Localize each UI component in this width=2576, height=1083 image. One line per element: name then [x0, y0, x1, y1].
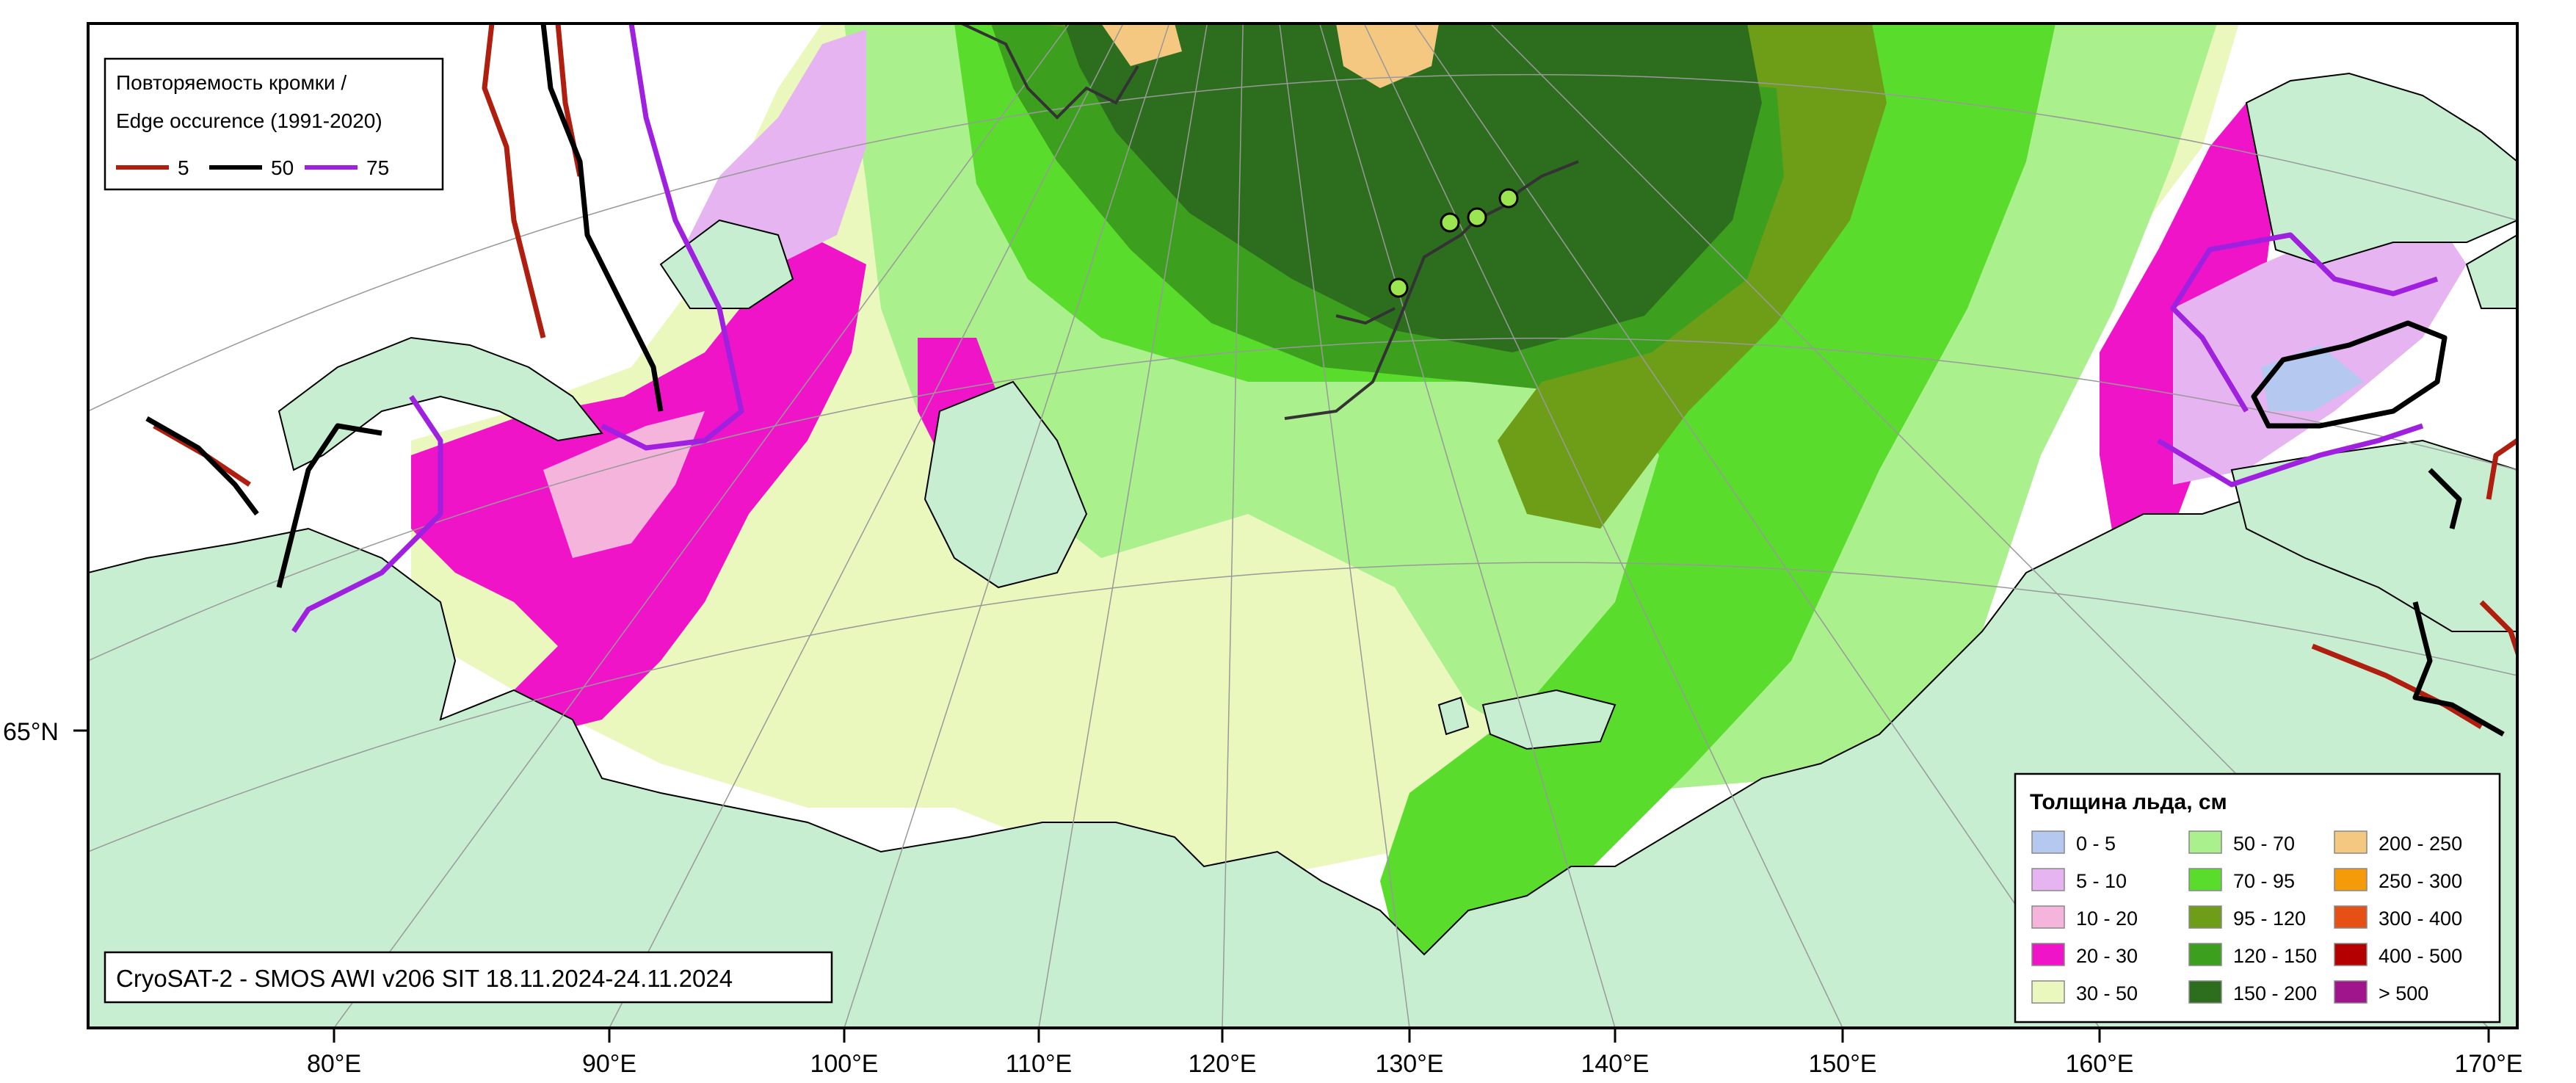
buoy-marker: [1498, 188, 1519, 209]
thickness-legend-swatch: [2031, 830, 2065, 854]
lon-label: 170°E: [2454, 1050, 2522, 1078]
thickness-legend-label: 250 - 300: [2379, 870, 2462, 892]
latitude-axis: 65°N: [3, 718, 88, 746]
ice-zone-95-120: [1028, 23, 1887, 529]
land-siberia: [88, 498, 2517, 1028]
source-label: CryoSAT-2 - SMOS AWI v206 SIT 18.11.2024…: [116, 965, 733, 992]
thickness-legend-label: > 500: [2379, 982, 2428, 1004]
thickness-legend-swatch: [2031, 943, 2065, 966]
thickness-legend-swatch: [2031, 868, 2065, 891]
thickness-legend-label: 300 - 400: [2379, 908, 2462, 930]
longitude-axis: 80°E 90°E 100°E 110°E 120°E 130°E 140°E 150°E 16…: [307, 1028, 2523, 1078]
edge-legend-label: 50: [271, 156, 294, 179]
buoy-markers: [1388, 188, 1519, 298]
thickness-legend-label: 10 - 20: [2076, 908, 2138, 930]
land-wrangel: [2465, 233, 2517, 309]
lon-label: 150°E: [1808, 1050, 1876, 1078]
thickness-legend-swatch: [2334, 868, 2368, 891]
land-alaska-north: [2245, 72, 2517, 266]
buoy-marker: [1440, 212, 1460, 233]
buoy-marker: [1467, 207, 1487, 228]
lon-label: 130°E: [1375, 1050, 1443, 1078]
edge-line-50-west: [145, 23, 664, 588]
lon-label: 80°E: [307, 1050, 361, 1078]
graticule: [88, 23, 2517, 1028]
thickness-legend: Толщина льда, см 0 - 5 5 - 10 10 - 20 20 - …: [2014, 772, 2501, 1024]
thickness-legend-swatch: [2334, 905, 2368, 929]
thickness-legend-swatch: [2334, 980, 2368, 1004]
lon-label: 160°E: [2065, 1050, 2133, 1078]
lon-label: 140°E: [1581, 1050, 1649, 1078]
land-taymyr: [924, 380, 1088, 589]
land-severnaya-zemlya: [659, 219, 794, 309]
edge-line-75-east: [2157, 232, 2439, 488]
ice-zone-0-5-east: [2261, 345, 2364, 411]
edge-line-50-east: [2251, 320, 2505, 737]
thickness-legend-label: 50 - 70: [2233, 833, 2295, 855]
thickness-legend-swatch: [2031, 980, 2065, 1004]
edge-legend-label: 5: [178, 156, 189, 179]
thickness-legend-title: Толщина льда, см: [2030, 790, 2227, 814]
thickness-legend-swatch: [2188, 905, 2222, 929]
thickness-legend-label: 30 - 50: [2076, 982, 2138, 1004]
edge-legend-title-line1: Повторяемость кромки /: [116, 71, 347, 94]
edge-lines: [145, 23, 2517, 737]
lon-label: 120°E: [1188, 1050, 1256, 1078]
thickness-legend-swatch: [2334, 830, 2368, 854]
thickness-legend-label: 200 - 250: [2379, 833, 2462, 855]
thickness-legend-label: 120 - 150: [2233, 945, 2317, 967]
land-new-siberian-islands: [1437, 689, 1617, 750]
thickness-legend-swatch: [2188, 830, 2222, 854]
lon-label: 110°E: [1006, 1050, 1072, 1078]
lat-label-65n: 65°N: [3, 718, 59, 746]
land-novaya-zemlya: [277, 336, 603, 471]
map-frame: [87, 22, 2519, 1029]
thickness-legend-label: 5 - 10: [2076, 870, 2127, 892]
ice-zone-200-250: [1101, 23, 1439, 88]
drift-track: [961, 23, 1579, 420]
edge-legend-title-line2: Edge occurence (1991-2020): [116, 109, 382, 132]
source-label-box: CryoSAT-2 - SMOS AWI v206 SIT 18.11.2024…: [104, 951, 833, 1004]
map-content: [88, 23, 2517, 1028]
thickness-legend-swatch: [2188, 943, 2222, 966]
thickness-legend-label: 0 - 5: [2076, 833, 2116, 855]
thickness-legend-swatch: [2334, 943, 2368, 966]
buoy-marker: [1388, 278, 1409, 298]
thickness-legend-label: 20 - 30: [2076, 945, 2138, 967]
edge-occurrence-legend: Повторяемость кромки / Edge occurence (1…: [104, 57, 444, 191]
edge-legend-label: 75: [366, 156, 389, 179]
thickness-legend-label: 150 - 200: [2233, 982, 2317, 1004]
ice-zone-150-200: [1064, 23, 1762, 352]
edge-line-75-west: [291, 23, 744, 633]
edge-line-5-east: [2311, 438, 2517, 730]
thickness-legend-swatch: [2031, 905, 2065, 929]
lon-label: 100°E: [810, 1050, 878, 1078]
thickness-legend-label: 70 - 95: [2233, 870, 2295, 892]
thickness-legend-swatch: [2188, 980, 2222, 1004]
lon-label: 90°E: [582, 1050, 636, 1078]
thickness-legend-label: 400 - 500: [2379, 945, 2462, 967]
thickness-legend-swatch: [2188, 868, 2222, 891]
thickness-legend-label: 95 - 120: [2233, 908, 2306, 930]
